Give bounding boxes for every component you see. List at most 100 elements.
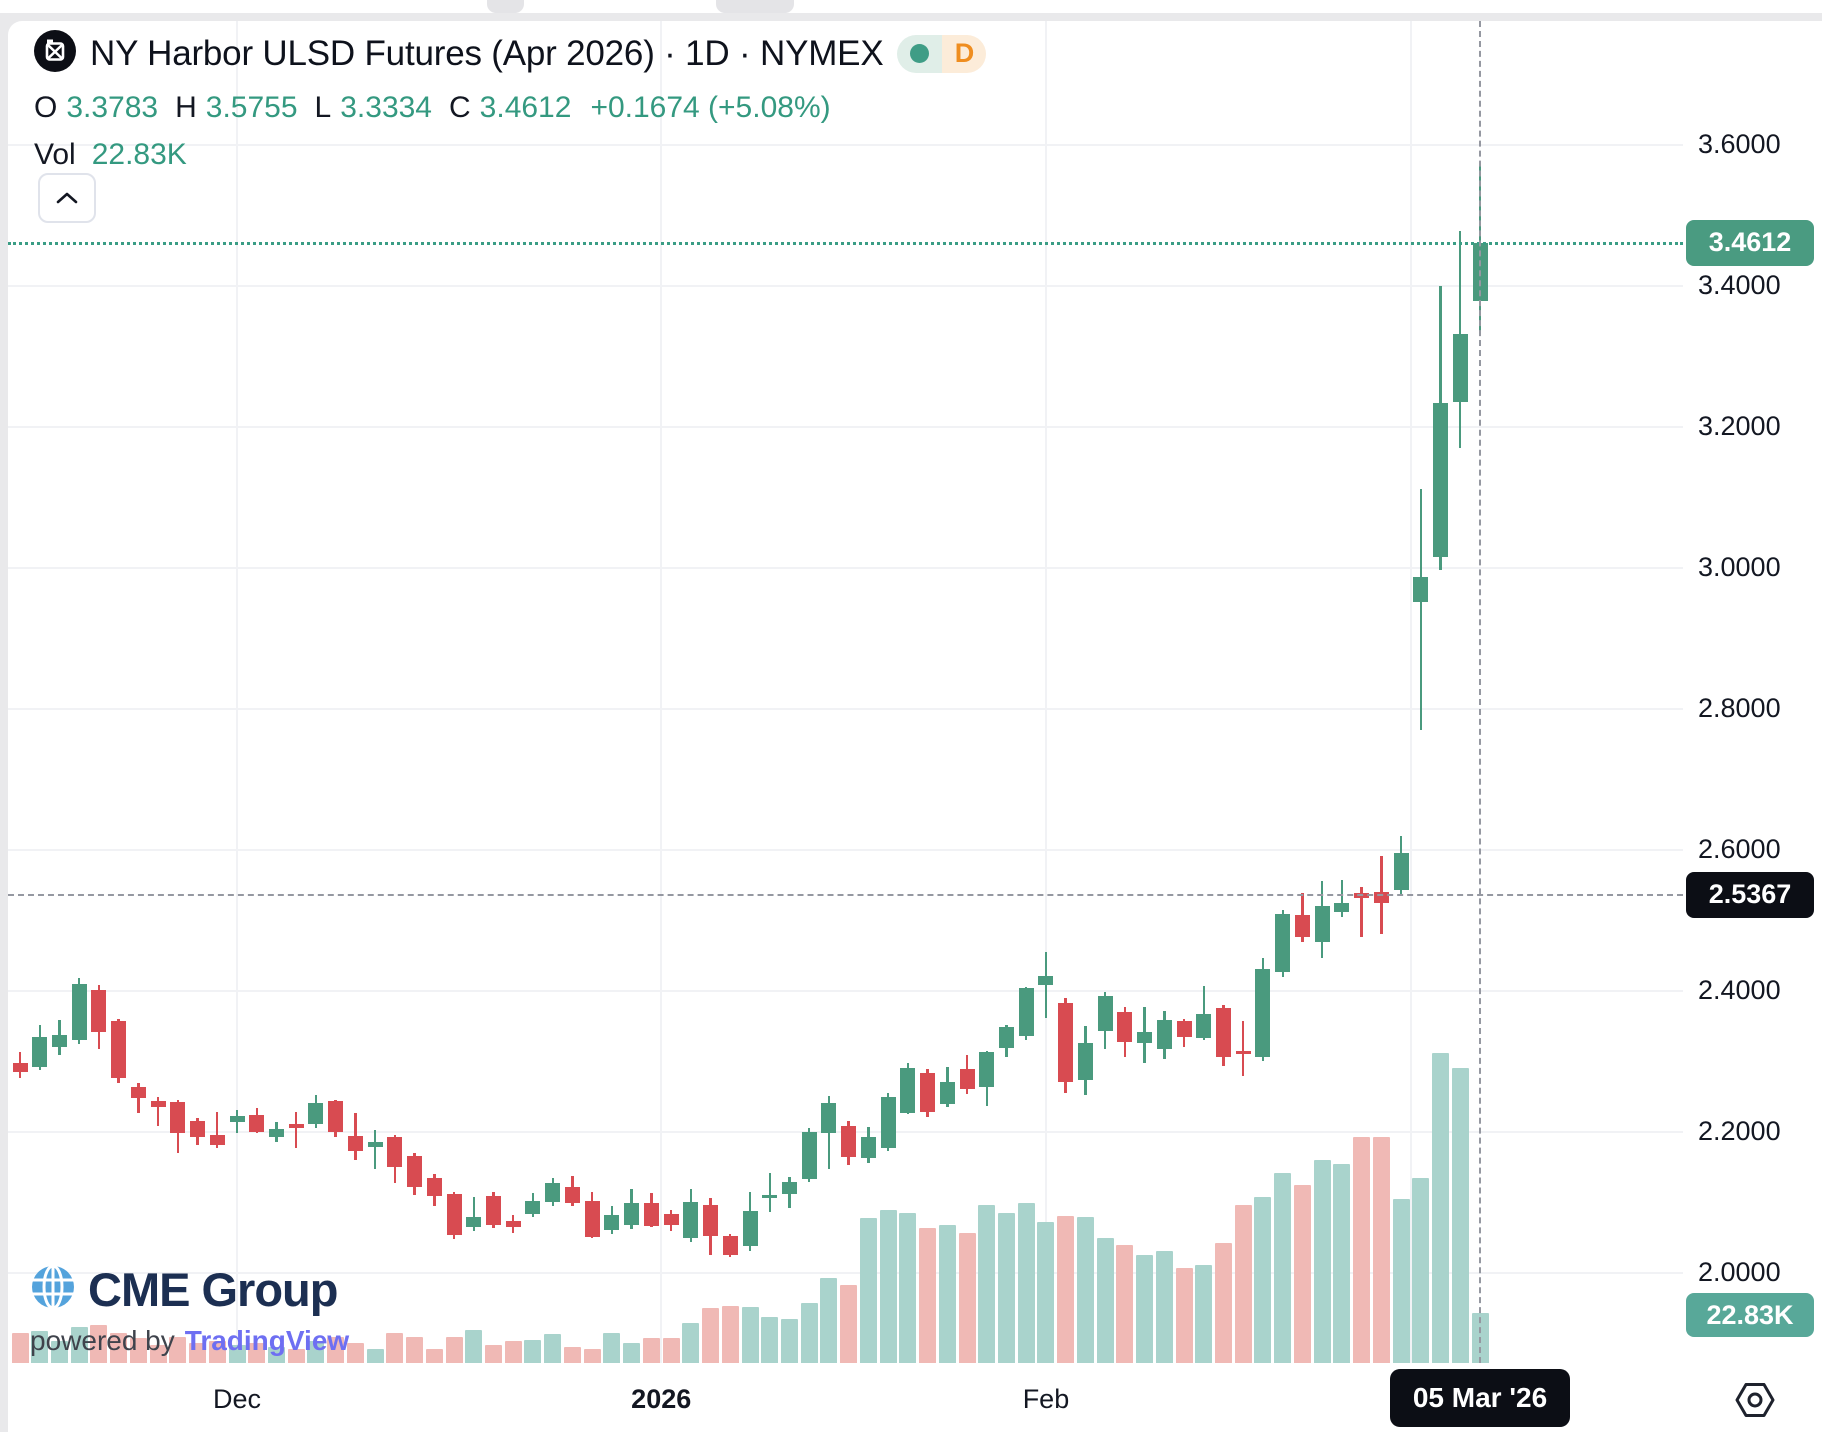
last-price-line [8,241,1683,245]
candle [880,1096,896,1149]
volume-value: 22.83K [91,138,187,171]
close-label: C [449,91,471,124]
crosshair-price-badge: 2.5367 [1686,871,1814,918]
volume-bar [287,1348,305,1363]
volume-bar [958,1232,976,1363]
candle [12,1062,28,1073]
candle [604,1215,620,1230]
candle-wick [1202,986,1205,1041]
volume-bar [425,1348,443,1363]
watermark: CME Group powered by TradingView [30,1262,349,1357]
volume-bar [859,1218,877,1363]
candle [1314,905,1330,942]
candle [130,1086,146,1099]
candle [939,1081,955,1104]
price-gridline [8,1272,1683,1274]
chart-panel[interactable] [8,21,1822,1432]
ohlc-row: O 3.3783 H 3.5755 L 3.3334 C 3.4612 +0.1674 … [34,91,986,125]
price-tick-label: 3.2000 [1698,411,1781,441]
candle [762,1195,778,1199]
price-tick-label: 2.2000 [1698,1116,1781,1146]
time-axis-label: Dec [213,1384,262,1414]
interval-badge: D [942,34,987,73]
candle-wick [216,1112,219,1149]
volume-bar [623,1343,641,1363]
volume-bar [228,1345,246,1363]
symbol-title[interactable]: NY Harbor ULSD Futures (Apr 2026) · 1D ·… [90,33,884,73]
volume-bar [445,1336,463,1363]
volume-bar [1432,1052,1450,1363]
powered-by-label: powered by [30,1325,175,1356]
candle [426,1177,442,1197]
settings-button[interactable] [1734,1379,1776,1421]
change-value: +0.1674 (+5.08%) [590,91,831,124]
price-tick-label: 3.4000 [1698,270,1781,300]
candle [801,1132,817,1180]
volume-bar [998,1212,1015,1363]
candle [387,1136,403,1168]
candle [446,1194,462,1235]
volume-bar [110,1332,128,1363]
volume-bar [70,1327,88,1363]
candle [920,1072,936,1112]
cme-group-logo-text[interactable]: CME Group [88,1263,338,1316]
price-tick-label: 2.4000 [1698,975,1781,1005]
price-gridline [8,144,1683,146]
candle [1334,902,1350,913]
candle [1156,1019,1172,1049]
candle [1176,1021,1192,1037]
candle [663,1213,679,1226]
volume-bar [800,1302,818,1363]
volume-bar [1451,1068,1469,1363]
candle [1275,914,1291,972]
volume-bar [90,1324,108,1363]
candle [111,1021,127,1078]
month-gridline [236,21,239,1363]
candle [564,1186,580,1204]
candle [328,1100,344,1132]
candle [505,1220,521,1228]
chart-legend[interactable]: NY Harbor ULSD Futures (Apr 2026) · 1D ·… [34,30,987,172]
volume-bar [938,1225,956,1363]
month-gridline [660,21,663,1363]
volume-bar [840,1285,858,1363]
last-price-badge: 3.4612 [1686,219,1814,266]
collapse-legend-button[interactable] [38,173,96,223]
candle [841,1125,857,1157]
volume-bar [31,1331,49,1363]
candle [643,1202,659,1226]
volume-bar [406,1336,424,1363]
candle [584,1201,600,1238]
candle-wick [1360,886,1363,937]
candle [624,1203,640,1226]
candle-wick [768,1172,771,1212]
price-tick-label: 2.6000 [1698,834,1781,864]
candle [1413,577,1429,602]
ticker-logo-icon [34,30,76,77]
volume-bar [485,1345,503,1363]
candle [209,1134,225,1146]
candle-wick [1242,1021,1245,1077]
volume-bar [761,1317,779,1363]
volume-bar [642,1338,660,1363]
volume-bar [603,1332,621,1363]
candle [170,1101,186,1133]
candle [1117,1012,1133,1042]
candle [781,1182,797,1195]
hexagon-settings-icon [1735,1383,1775,1417]
volume-bar [346,1343,364,1363]
chevron-up-icon [56,192,78,204]
volume-label: Vol [34,138,76,171]
volume-bar [1096,1237,1114,1363]
crosshair-horizontal-line [8,893,1683,896]
market-status-dot-icon [910,44,930,63]
price-gridline [8,990,1683,992]
candle-wick [1340,880,1344,917]
volume-bar [919,1228,937,1363]
volume-bar [780,1318,798,1363]
candle [860,1136,876,1159]
top-tab-shape [716,0,794,13]
candle [51,1035,67,1048]
tradingview-link[interactable]: TradingView [184,1325,350,1356]
